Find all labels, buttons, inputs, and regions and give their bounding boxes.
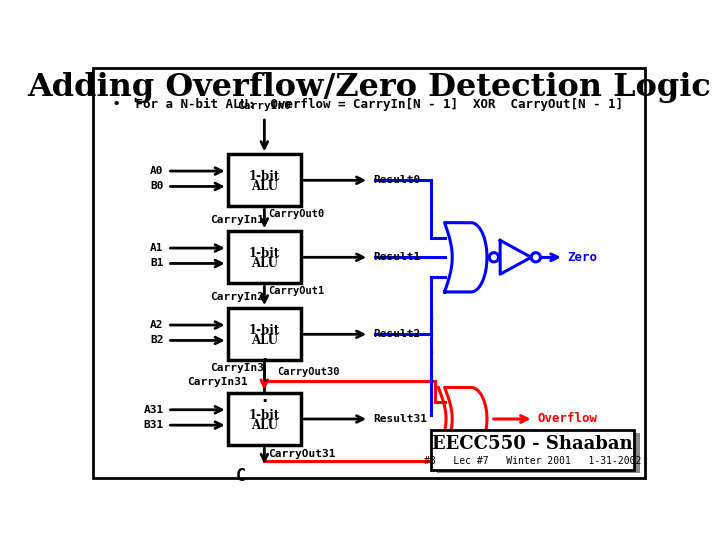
Bar — [228, 231, 301, 284]
Text: CarryIn3: CarryIn3 — [210, 363, 264, 373]
Text: Result0: Result0 — [373, 176, 420, 185]
Bar — [228, 308, 301, 361]
Text: EECC550 - Shaaban: EECC550 - Shaaban — [432, 435, 633, 453]
Text: 1-bit: 1-bit — [248, 409, 280, 422]
Text: •  For a N-bit ALU:  Overflow = CarryIn[N - 1]  XOR  CarryOut[N - 1]: • For a N-bit ALU: Overflow = CarryIn[N … — [113, 98, 624, 111]
Bar — [228, 393, 301, 445]
Text: A31: A31 — [143, 405, 163, 415]
Bar — [437, 433, 640, 473]
Text: A2: A2 — [150, 320, 163, 330]
Text: CarryIn31: CarryIn31 — [187, 377, 248, 387]
Text: CarryIn2: CarryIn2 — [210, 292, 264, 302]
Text: A1: A1 — [150, 243, 163, 253]
Text: B0: B0 — [150, 181, 163, 192]
Text: ALU: ALU — [251, 257, 278, 270]
Text: C: C — [236, 467, 246, 485]
Text: ALU: ALU — [251, 180, 278, 193]
Text: Result1: Result1 — [373, 252, 420, 262]
Text: Adding Overflow/Zero Detection Logic: Adding Overflow/Zero Detection Logic — [27, 72, 711, 103]
Text: #8   Lec #7   Winter 2001   1-31-2002: #8 Lec #7 Winter 2001 1-31-2002 — [424, 456, 642, 467]
Text: CarryIn1: CarryIn1 — [210, 215, 264, 225]
Text: .
.
.: . . . — [261, 347, 268, 407]
Text: 1-bit: 1-bit — [248, 324, 280, 337]
Text: CarryOut1: CarryOut1 — [269, 286, 325, 296]
Text: Result31: Result31 — [373, 414, 427, 424]
Text: B1: B1 — [150, 259, 163, 268]
Text: CarryOut30: CarryOut30 — [277, 367, 340, 377]
Text: 1-bit: 1-bit — [248, 247, 280, 260]
Text: Overflow: Overflow — [537, 413, 598, 426]
Bar — [228, 154, 301, 206]
Text: B2: B2 — [150, 335, 163, 346]
Text: ALU: ALU — [251, 334, 278, 347]
Text: CarryOut0: CarryOut0 — [269, 209, 325, 219]
Text: CarryOut31: CarryOut31 — [269, 449, 336, 459]
Text: B31: B31 — [143, 420, 163, 430]
Text: A0: A0 — [150, 166, 163, 176]
Text: ALU: ALU — [251, 418, 278, 431]
Text: Zero: Zero — [567, 251, 598, 264]
Text: CarryIn0: CarryIn0 — [238, 101, 292, 111]
Text: Result2: Result2 — [373, 329, 420, 339]
Bar — [431, 430, 634, 470]
Text: 1-bit: 1-bit — [248, 170, 280, 183]
Text: .
.
.: . . . — [428, 308, 434, 357]
